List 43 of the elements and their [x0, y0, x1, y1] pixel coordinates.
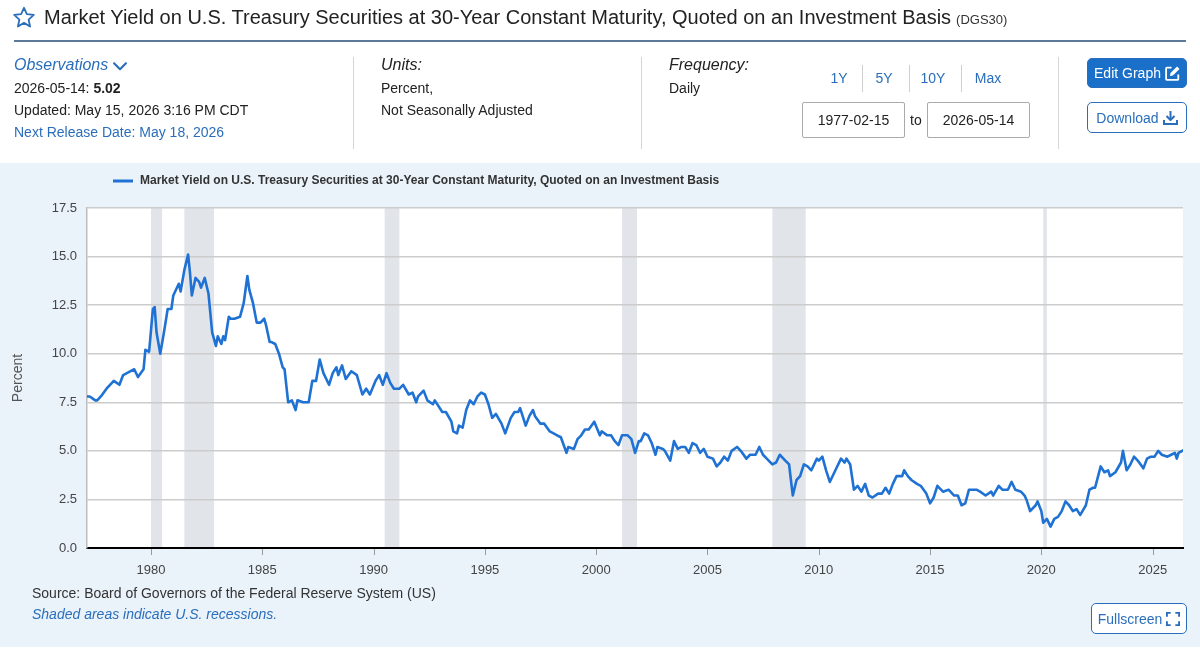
text: Not Seasonally Adjusted	[381, 102, 533, 119]
text: Download	[1096, 109, 1159, 126]
text: Updated: May 15, 2026 3:16 PM CDT	[14, 102, 249, 119]
y-tick-label: 0.0	[58, 539, 77, 555]
y-tick-label: 17.5	[51, 199, 77, 215]
y-tick-label: 2.5	[58, 491, 77, 507]
x-tick-label: 2010	[804, 562, 834, 578]
text: 10Y	[920, 70, 946, 87]
x-tick-label: 1990	[359, 562, 389, 578]
x-tick-label: 2025	[1138, 562, 1168, 578]
x-tick-label: 2005	[693, 562, 722, 578]
text: 5Y	[875, 70, 893, 87]
y-tick-label: 10.0	[51, 345, 77, 361]
y-tick-label: 12.5	[51, 296, 77, 312]
legend-label: Market Yield on U.S. Treasury Securities at 30-Year Constant Maturity, Quoted on an Investment Basis	[140, 173, 720, 188]
text: 2026-05-14: 5.02	[14, 80, 121, 97]
text: Percent,	[381, 80, 434, 97]
text: Daily	[669, 80, 701, 97]
y-tick-label: 15.0	[51, 248, 77, 264]
text: Shaded areas indicate U.S. recessions.	[32, 606, 278, 623]
x-tick-label: 2020	[1026, 562, 1056, 578]
text: to	[910, 112, 922, 129]
chart-title: Market Yield on U.S. Treasury Securities at 30-Year Constant Maturity, Quoted on an Investment Basis	[44, 6, 952, 28]
text: Max	[974, 70, 1002, 87]
x-tick-label: 2015	[915, 562, 945, 578]
x-tick-label: 2000	[581, 562, 611, 578]
x-tick-label: 1985	[247, 562, 277, 578]
x-tick-label: 1995	[470, 562, 500, 578]
chart-subtitle: (DGS30)	[956, 12, 1008, 27]
start-date-field: 1977-02-15	[802, 102, 905, 138]
text: Edit Graph	[1094, 65, 1161, 81]
text: Fullscreen	[1097, 610, 1163, 627]
text: Units:	[381, 56, 422, 75]
text: Next Release Date: May 18, 2026	[14, 124, 225, 141]
y-axis-title: Percent	[9, 353, 26, 403]
end-date-field: 2026-05-14	[927, 102, 1030, 138]
source-note: Source: Board of Governors of the Federal Reserve System (US)	[32, 585, 436, 602]
x-tick-label: 1980	[136, 562, 166, 578]
text: 1Y	[830, 70, 848, 87]
text: Frequency:	[669, 56, 750, 75]
y-tick-label: 5.0	[58, 442, 77, 458]
y-tick-label: 7.5	[58, 393, 77, 409]
text: Observations	[14, 56, 109, 75]
